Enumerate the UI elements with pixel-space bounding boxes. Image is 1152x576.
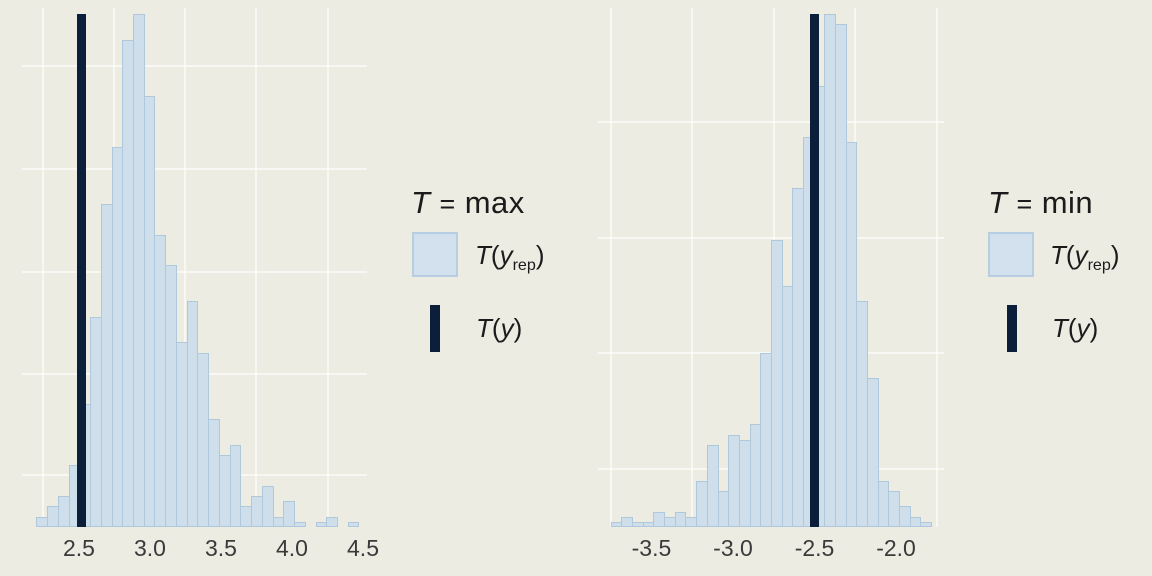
x-tick-label: 2.5: [62, 535, 95, 561]
yrep-label: T(yrep): [475, 240, 545, 275]
v-gridline: [935, 8, 938, 527]
yrep-swatch: [412, 232, 458, 277]
x-tick-label: -3.5: [631, 535, 672, 561]
x-tick-label: 3.0: [133, 535, 166, 561]
legend-title-max: T = max: [411, 185, 525, 220]
h-gridline: [598, 121, 944, 123]
h-gridline: [22, 65, 367, 67]
h-gridline: [22, 168, 367, 170]
histogram-bar: [867, 378, 879, 527]
histogram-bar: [348, 522, 359, 527]
observed-label: T(y): [1052, 313, 1099, 343]
x-tick-label: 4.5: [347, 535, 379, 561]
yrep-label: T(yrep): [1050, 240, 1120, 275]
v-gridline: [184, 8, 187, 527]
observed-stat-line: [810, 14, 820, 527]
observed-label: T(y): [476, 313, 523, 343]
yrep-swatch: [988, 232, 1034, 277]
x-tick-label: -2.5: [794, 535, 835, 561]
h-gridline: [22, 271, 367, 273]
v-gridline: [691, 8, 694, 527]
x-tick-label: 4.0: [276, 535, 308, 561]
observed-stat-line: [77, 14, 87, 527]
v-gridline: [609, 8, 612, 527]
x-tick-label: -2.0: [876, 535, 916, 561]
x-tick-label: 3.5: [204, 535, 237, 561]
v-gridline: [42, 8, 45, 527]
v-gridline: [326, 8, 329, 527]
histogram-bar: [294, 522, 306, 527]
histogram-bar: [262, 486, 274, 527]
histogram-bar: [230, 445, 241, 527]
histogram-bar: [899, 506, 911, 527]
observed-line-swatch: [1007, 305, 1017, 352]
histogram-bar: [920, 522, 932, 527]
histogram-bar: [326, 517, 338, 527]
h-gridline: [598, 237, 944, 239]
histogram-bar: [707, 445, 719, 527]
histogram-bar: [283, 501, 295, 527]
observed-line-swatch: [430, 305, 440, 352]
legend-title-min: T = min: [988, 185, 1094, 220]
v-gridline: [255, 8, 258, 527]
x-tick-label: -3.0: [713, 535, 753, 561]
